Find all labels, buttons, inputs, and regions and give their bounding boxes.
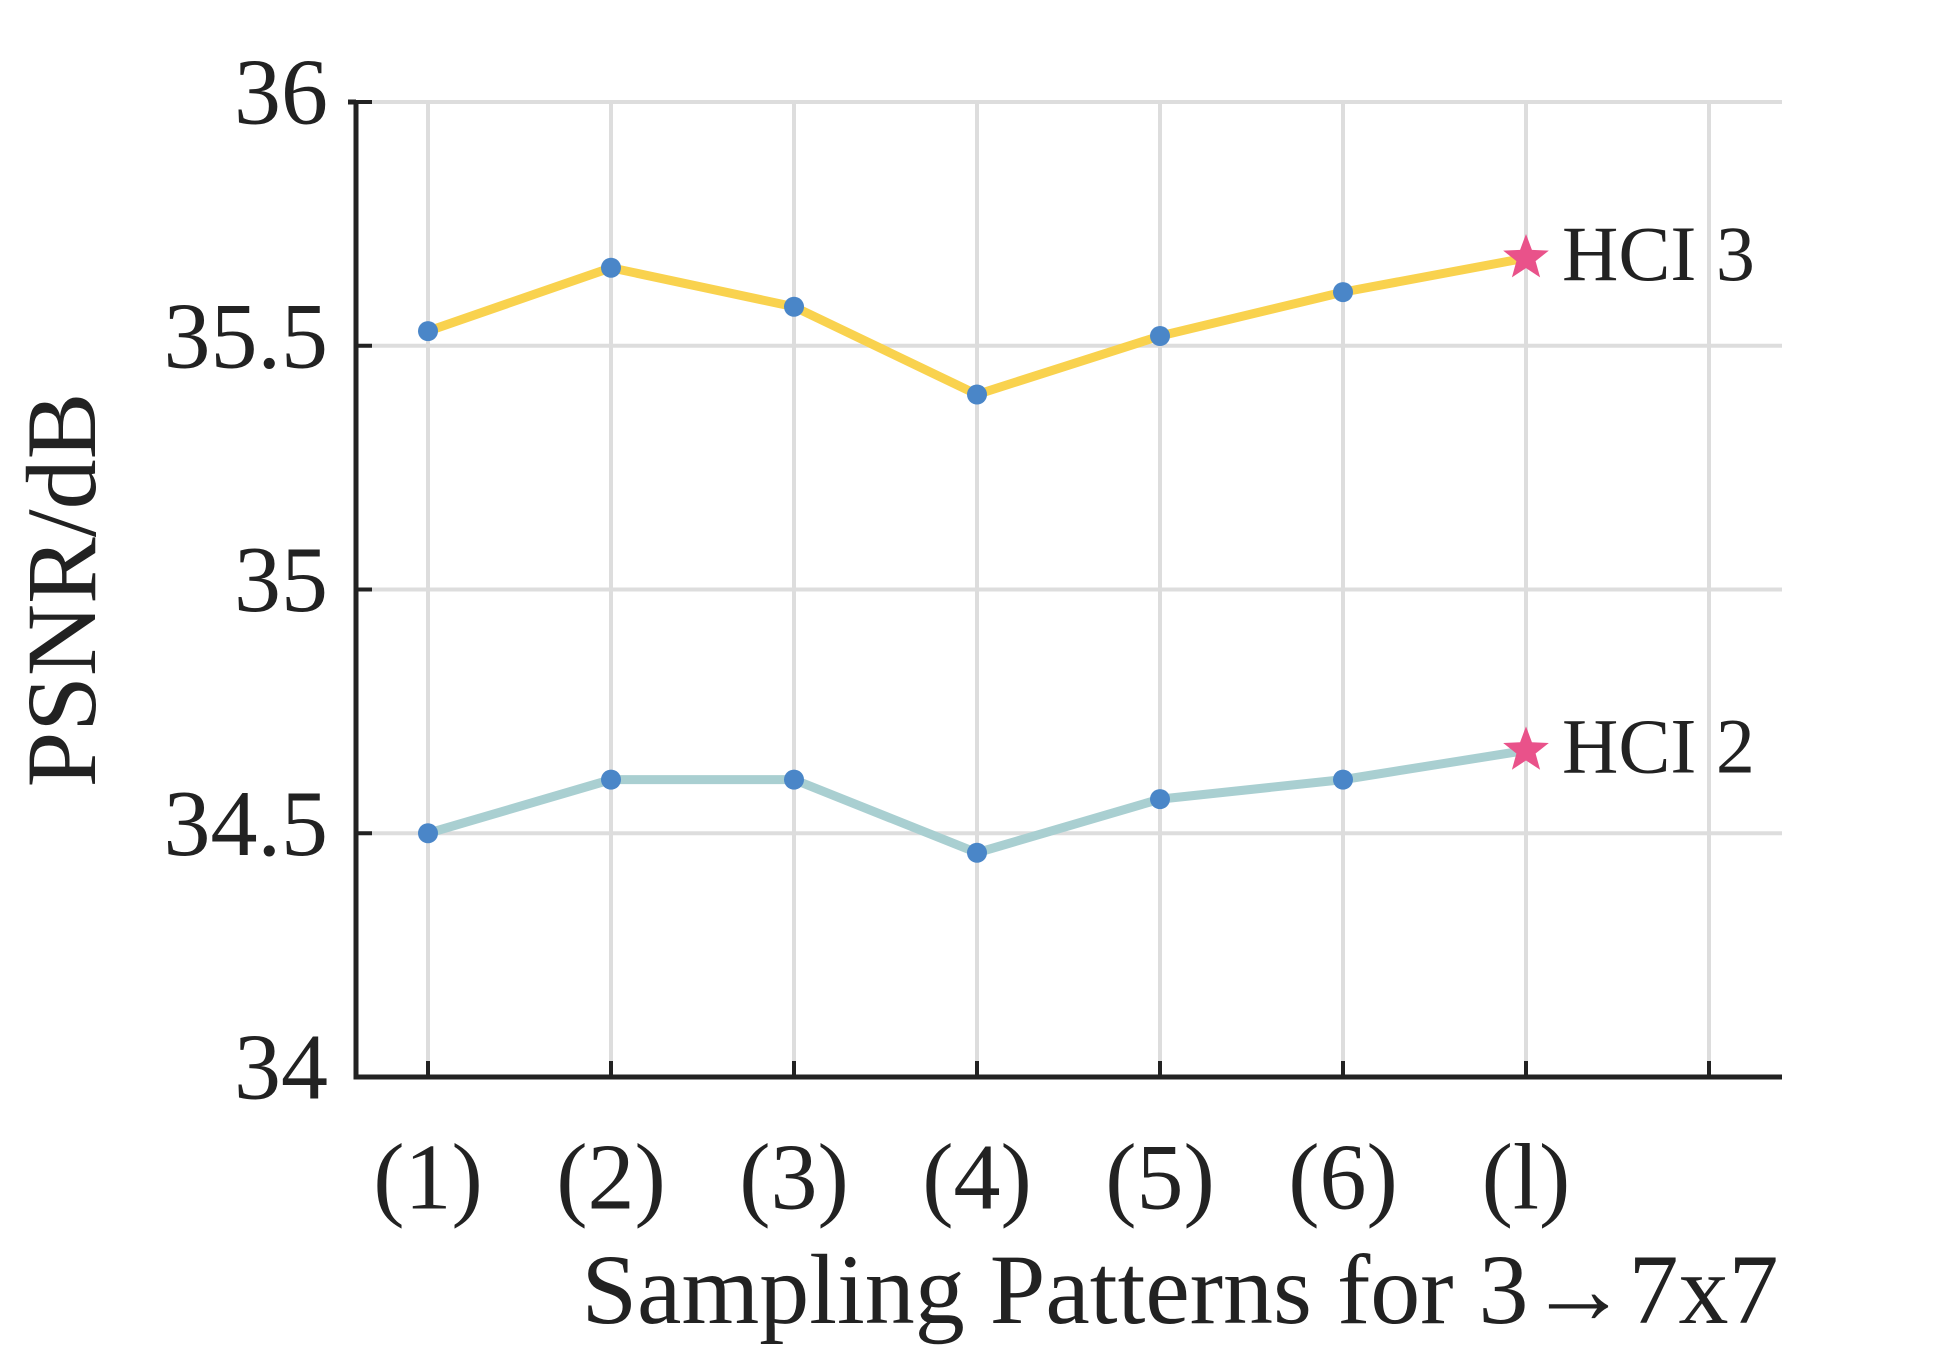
x-tick-label: (2) [556,1126,666,1230]
point [967,384,987,405]
point [1333,282,1353,303]
x-tick-label: (6) [1288,1126,1398,1230]
x-tick-label: (4) [922,1126,1032,1230]
point [601,257,621,278]
x-tick-label: (1) [373,1126,483,1230]
point [1150,789,1170,810]
y-tick-label: 34.5 [164,772,329,876]
point [601,769,621,790]
point [784,769,804,790]
y-tick-label: 35 [234,528,328,632]
point [784,296,804,317]
point [967,842,987,863]
axis [348,99,1782,1080]
point [418,823,438,844]
x-axis-title: Sampling Patterns for 3→7x7 [581,1234,1778,1345]
point [1333,769,1353,790]
y-tick-label: 34 [234,1016,328,1120]
highlight-star [1503,726,1549,770]
x-tick-label: (3) [739,1126,849,1230]
y-tick-label: 35.5 [164,284,329,388]
x-tick-label: (5) [1105,1126,1215,1230]
point [1150,326,1170,346]
series-label: HCI 3 [1562,210,1755,297]
y-axis-title: PSNR/dB [6,393,117,788]
highlight-star [1503,234,1549,278]
point [418,321,438,342]
y-tick-label: 36 [234,41,328,145]
series-label: HCI 2 [1562,702,1755,789]
x-tick-label: (l) [1482,1126,1571,1230]
